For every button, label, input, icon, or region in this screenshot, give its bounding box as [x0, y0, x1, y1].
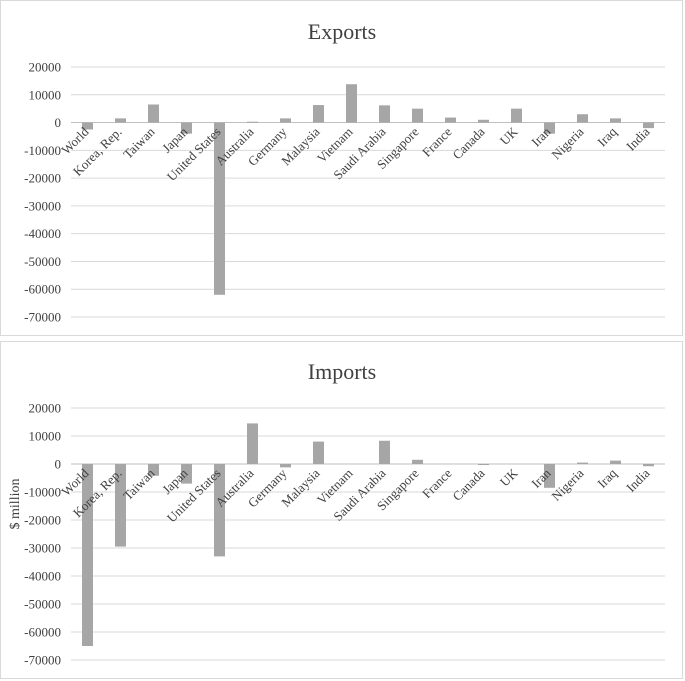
imports-y-tick-label: -10000 [24, 485, 61, 500]
imports-bar-australia [247, 423, 258, 464]
imports-y-tick-label: 10000 [29, 429, 62, 444]
exports-bar-united-states [214, 122, 225, 295]
exports-bar-malaysia [313, 105, 324, 123]
exports-category-label: Canada [449, 124, 487, 162]
imports-bar-taiwan [148, 464, 159, 476]
imports-y-tick-label: 20000 [29, 401, 62, 416]
imports-y-tick-label: -50000 [24, 597, 61, 612]
imports-category-label: France [419, 465, 455, 501]
imports-bar-iran [544, 464, 555, 488]
exports-y-tick-label: -30000 [24, 198, 61, 213]
imports-y-tick-label: -60000 [24, 625, 61, 640]
imports-chart-title: Imports [308, 359, 376, 384]
imports-y-tick-label: -20000 [24, 513, 61, 528]
exports-y-tick-label: -70000 [24, 310, 61, 325]
exports-category-label: Taiwan [120, 124, 158, 162]
imports-y-tick-label: -30000 [24, 541, 61, 556]
imports-bar-saudi-arabia [379, 440, 390, 464]
exports-y-tick-label: -40000 [24, 226, 61, 241]
imports-bar-korea-rep [115, 464, 126, 547]
exports-bar-vietnam [346, 84, 357, 123]
exports-bar-nigeria [577, 114, 588, 123]
imports-bar-iraq [610, 460, 621, 464]
exports-bars [82, 84, 654, 295]
imports-bar-singapore [412, 459, 423, 464]
exports-bar-saudi-arabia [379, 105, 390, 123]
exports-chart-panel: Exports 20000 10000 0 -10000 -20000 -30000 -400… [0, 0, 683, 336]
imports-category-label: UK [497, 465, 521, 489]
exports-y-tick-label: 10000 [29, 87, 62, 102]
exports-chart-title: Exports [308, 19, 376, 44]
imports-bar-malaysia [313, 441, 324, 464]
imports-bar-world [82, 464, 93, 646]
exports-bar-taiwan [148, 104, 159, 123]
exports-bar-germany [280, 118, 291, 123]
imports-bar-india [643, 464, 654, 467]
exports-bar-singapore [412, 108, 423, 123]
exports-bar-india [643, 122, 654, 129]
imports-y-tick-label: -70000 [24, 653, 61, 668]
exports-category-label: France [419, 124, 455, 160]
exports-bar-france [445, 117, 456, 123]
exports-chart: Exports 20000 10000 0 -10000 -20000 -30000 -400… [24, 19, 665, 325]
imports-bars [82, 423, 654, 646]
imports-category-label: India [623, 465, 653, 495]
exports-bar-canada [478, 119, 489, 123]
exports-y-tick-label: -60000 [24, 282, 61, 297]
imports-bar-japan [181, 464, 192, 484]
imports-y-axis-label: $ million [8, 479, 23, 530]
imports-category-label: Iraq [594, 465, 620, 491]
exports-bar-world [82, 122, 93, 130]
exports-bar-japan [181, 122, 192, 134]
imports-bar-germany [280, 464, 291, 468]
exports-gridlines [71, 66, 665, 318]
exports-bar-uk [511, 108, 522, 123]
exports-bar-iran [544, 122, 555, 134]
exports-category-label: UK [497, 124, 521, 148]
imports-chart: Imports $ million 20000 10000 0 -10000 -20000 -… [8, 359, 665, 668]
imports-y-tick-label: 0 [55, 457, 62, 472]
imports-category-label: Canada [449, 465, 487, 503]
imports-y-tick-label: -40000 [24, 569, 61, 584]
exports-y-tick-label: -50000 [24, 254, 61, 269]
exports-bar-korea-rep [115, 118, 126, 123]
imports-bar-nigeria [577, 462, 588, 464]
exports-bar-australia [247, 121, 258, 123]
imports-gridlines [71, 407, 665, 661]
exports-bar-iraq [610, 118, 621, 123]
imports-bar-united-states [214, 464, 225, 557]
exports-y-tick-label: 20000 [29, 60, 62, 75]
exports-y-tick-label: -20000 [24, 171, 61, 186]
imports-bar-canada [478, 464, 489, 465]
exports-y-tick-label: -10000 [24, 143, 61, 158]
imports-chart-panel: Imports $ million 20000 10000 0 -10000 -20000 -… [0, 341, 683, 679]
exports-category-label: Iraq [594, 124, 620, 150]
exports-category-label: India [623, 124, 653, 154]
exports-y-tick-label: 0 [55, 115, 62, 130]
